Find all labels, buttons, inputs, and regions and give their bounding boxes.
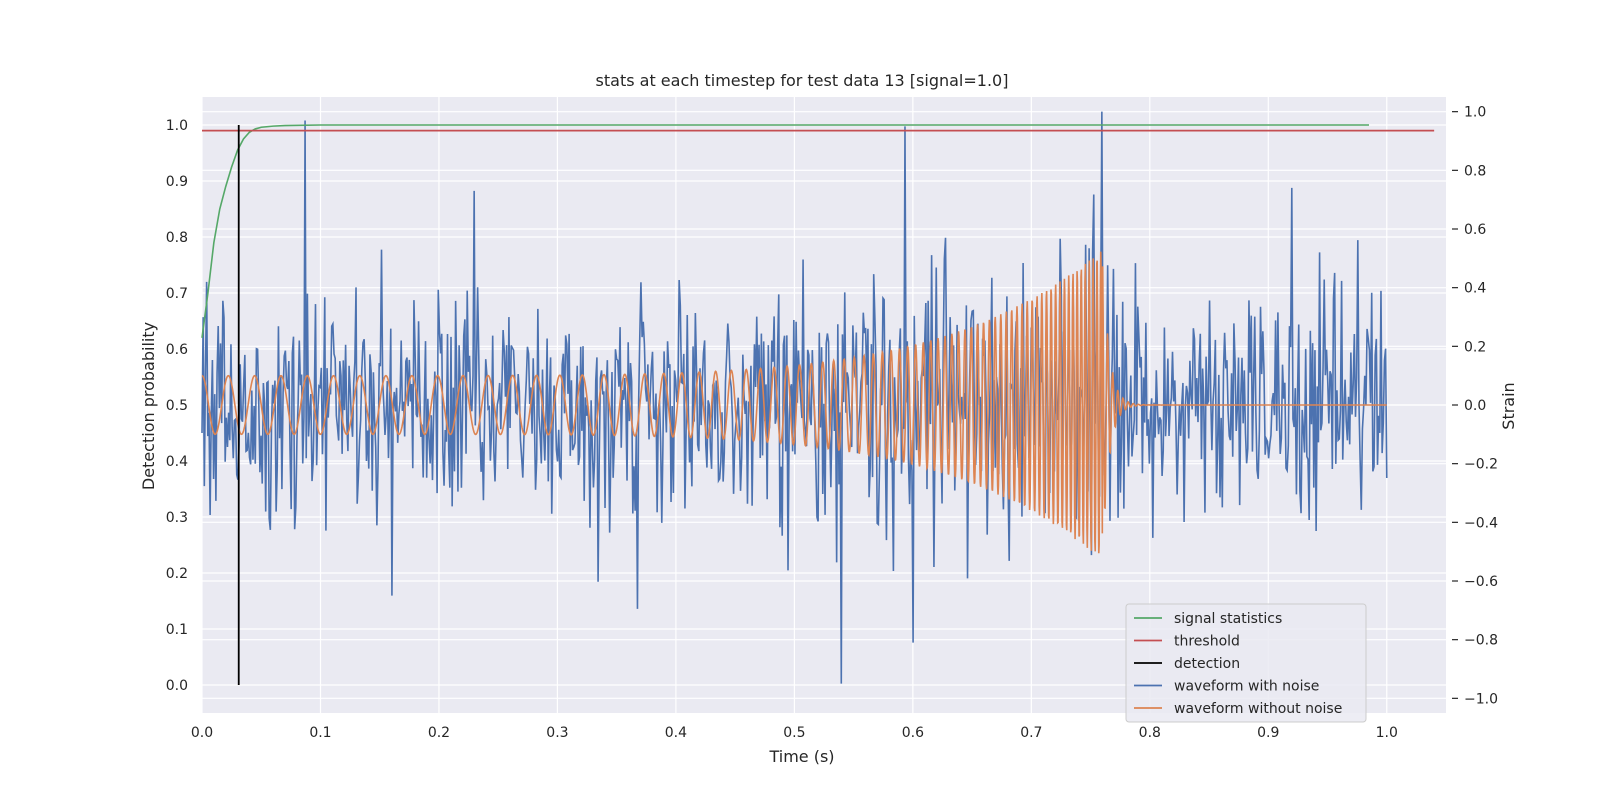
y2-tick-label: 0.6 bbox=[1464, 222, 1486, 238]
legend-label: waveform without noise bbox=[1174, 701, 1342, 717]
y-tick-label: 0.0 bbox=[166, 678, 188, 694]
x-tick-label: 0.6 bbox=[902, 725, 924, 741]
y-tick-label: 0.4 bbox=[166, 454, 188, 470]
series-layer bbox=[201, 111, 1435, 685]
y2-tick-label: −1.0 bbox=[1464, 691, 1498, 707]
y-tick-label: 0.2 bbox=[166, 566, 188, 582]
x-tick-label: 0.5 bbox=[783, 725, 805, 741]
y-axis-label: Detection probability bbox=[139, 322, 158, 490]
y2-tick-label: −0.4 bbox=[1464, 515, 1498, 531]
legend: signal statistics threshold detection wavef… bbox=[1125, 603, 1367, 723]
legend-box bbox=[1125, 603, 1367, 723]
legend-label: waveform with noise bbox=[1174, 679, 1319, 695]
y-tick-label: 1.0 bbox=[166, 118, 188, 134]
y2-tick-label: −0.6 bbox=[1464, 574, 1498, 590]
x-tick-label: 0.0 bbox=[191, 725, 213, 741]
y2-tick-label: −0.8 bbox=[1464, 633, 1498, 649]
y-tick-label: 0.1 bbox=[166, 622, 188, 638]
y-tick-label: 0.5 bbox=[166, 398, 188, 414]
series-waveform-with-noise bbox=[201, 111, 1388, 684]
legend-label: detection bbox=[1174, 656, 1240, 672]
y2-tick-label: 0.4 bbox=[1464, 281, 1486, 297]
y2-tick-label: 1.0 bbox=[1464, 105, 1486, 121]
y-tick-label: 0.3 bbox=[166, 510, 188, 526]
y2-tick-label: −0.2 bbox=[1464, 457, 1498, 473]
x-tick-label: 0.8 bbox=[1139, 725, 1161, 741]
x-axis-label: Time (s) bbox=[768, 747, 834, 766]
series-signal-statistics bbox=[201, 124, 1369, 338]
x-tick-label: 0.1 bbox=[309, 725, 331, 741]
x-tick-label: 0.3 bbox=[546, 725, 568, 741]
y-tick-label: 0.9 bbox=[166, 174, 188, 190]
x-tick-label: 0.2 bbox=[428, 725, 450, 741]
y2-tick-label: 0.2 bbox=[1464, 339, 1486, 355]
y2-tick-label: 0.8 bbox=[1464, 163, 1486, 179]
y2-tick-label: 0.0 bbox=[1464, 398, 1486, 414]
legend-label: signal statistics bbox=[1174, 611, 1282, 627]
x-tick-label: 0.4 bbox=[665, 725, 687, 741]
chart-title: stats at each timestep for test data 13 … bbox=[596, 71, 1009, 90]
y2-axis-label: Strain bbox=[1499, 382, 1518, 429]
x-tick-label: 0.7 bbox=[1020, 725, 1042, 741]
series-waveform-without-noise bbox=[201, 251, 1387, 554]
axes-layer: 0.0 0.1 0.2 0.3 0.4 0.5 0.6 0.7 0.8 0.9 1.0 0.0 0.1 0… bbox=[166, 105, 1498, 741]
x-tick-label: 0.9 bbox=[1257, 725, 1279, 741]
y-tick-label: 0.8 bbox=[166, 230, 188, 246]
x-tick-label: 1.0 bbox=[1376, 725, 1398, 741]
legend-label: threshold bbox=[1174, 634, 1240, 650]
y-tick-label: 0.7 bbox=[166, 286, 188, 302]
y-tick-label: 0.6 bbox=[166, 342, 188, 358]
